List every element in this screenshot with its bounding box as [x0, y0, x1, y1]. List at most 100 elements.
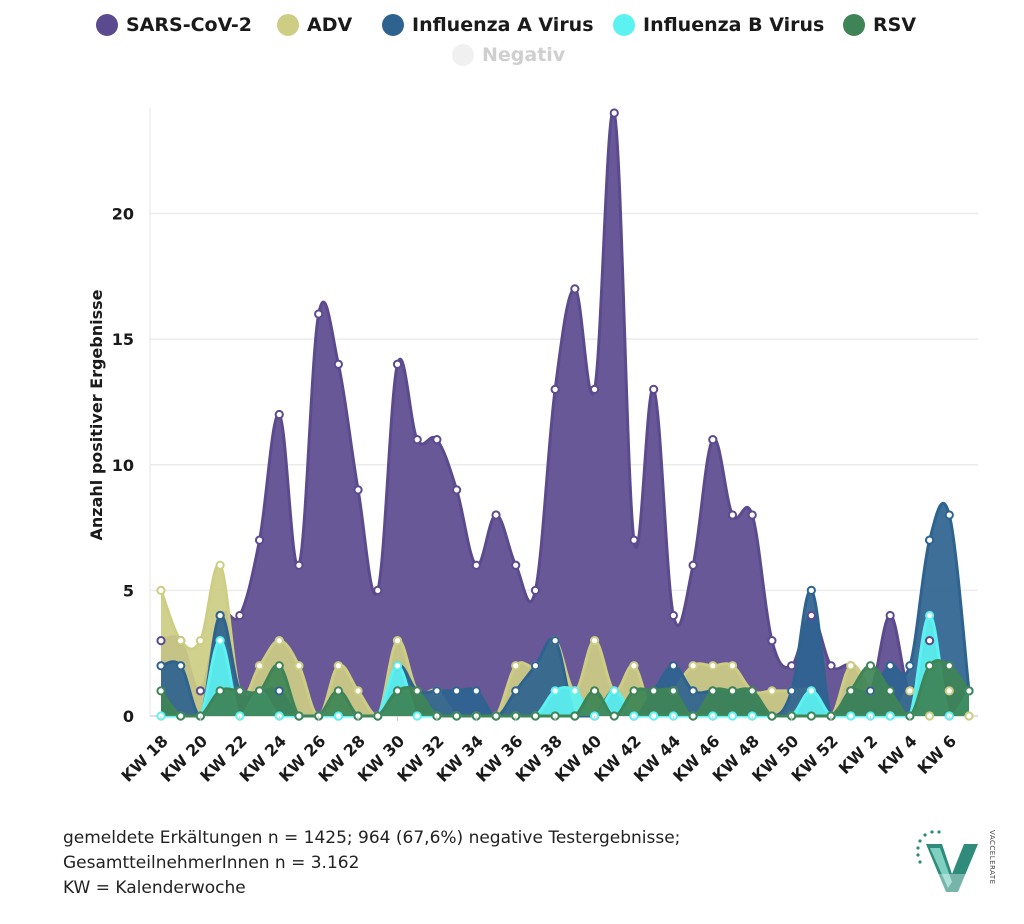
legend-item-influenza-b[interactable]: Influenza B Virus	[613, 14, 824, 36]
data-point-adv[interactable]	[589, 636, 600, 646]
data-point-influenza-a-virus[interactable]	[176, 661, 186, 671]
data-point-influenza-a-virus[interactable]	[274, 686, 284, 696]
data-point-adv[interactable]	[924, 711, 935, 721]
data-point-influenza-a-virus[interactable]	[511, 686, 521, 696]
data-point-rsv[interactable]	[176, 711, 186, 721]
data-point-sars-cov-2[interactable]	[254, 535, 265, 545]
data-point-influenza-a-virus[interactable]	[471, 686, 481, 696]
data-point-sars-cov-2[interactable]	[668, 610, 678, 621]
legend-item-negativ[interactable]: Negativ	[452, 44, 565, 66]
data-point-influenza-a-virus[interactable]	[885, 661, 895, 671]
data-point-sars-cov-2[interactable]	[314, 309, 324, 319]
data-point-influenza-a-virus[interactable]	[905, 661, 915, 671]
data-point-adv[interactable]	[944, 686, 954, 696]
data-point-adv[interactable]	[767, 686, 777, 696]
data-point-influenza-b-virus[interactable]	[806, 686, 816, 696]
data-point-adv[interactable]	[688, 661, 698, 671]
data-point-influenza-a-virus[interactable]	[215, 610, 225, 621]
data-point-sars-cov-2[interactable]	[432, 435, 442, 445]
data-point-sars-cov-2[interactable]	[708, 435, 718, 445]
data-point-rsv[interactable]	[392, 686, 403, 696]
data-point-influenza-a-virus[interactable]	[452, 686, 462, 696]
data-point-rsv[interactable]	[412, 686, 422, 696]
data-point-rsv[interactable]	[491, 711, 501, 721]
data-point-rsv[interactable]	[727, 686, 738, 696]
data-point-rsv[interactable]	[865, 661, 876, 671]
data-point-adv[interactable]	[708, 661, 718, 671]
data-point-influenza-a-virus[interactable]	[688, 686, 698, 696]
data-point-adv[interactable]	[846, 661, 856, 671]
data-point-rsv[interactable]	[570, 711, 580, 721]
data-point-rsv[interactable]	[609, 711, 619, 721]
data-point-sars-cov-2[interactable]	[727, 510, 738, 520]
data-point-influenza-b-virus[interactable]	[412, 711, 422, 721]
data-point-sars-cov-2[interactable]	[767, 636, 777, 646]
data-point-sars-cov-2[interactable]	[806, 610, 816, 621]
data-point-rsv[interactable]	[530, 711, 541, 721]
data-point-adv[interactable]	[156, 585, 166, 595]
data-point-rsv[interactable]	[846, 686, 856, 696]
data-point-sars-cov-2[interactable]	[885, 610, 895, 621]
data-point-adv[interactable]	[294, 661, 304, 671]
data-point-adv[interactable]	[333, 661, 343, 671]
data-point-rsv[interactable]	[668, 686, 678, 696]
data-point-sars-cov-2[interactable]	[412, 435, 422, 445]
data-point-sars-cov-2[interactable]	[511, 560, 521, 570]
data-point-sars-cov-2[interactable]	[235, 610, 245, 621]
data-point-sars-cov-2[interactable]	[688, 560, 698, 570]
data-point-influenza-a-virus[interactable]	[530, 661, 541, 671]
data-point-influenza-a-virus[interactable]	[432, 686, 442, 696]
data-point-influenza-b-virus[interactable]	[924, 610, 935, 621]
data-point-influenza-a-virus[interactable]	[156, 661, 166, 671]
data-point-adv[interactable]	[511, 661, 521, 671]
data-point-sars-cov-2[interactable]	[747, 510, 757, 520]
data-point-sars-cov-2[interactable]	[333, 359, 343, 369]
data-point-influenza-b-virus[interactable]	[550, 686, 560, 696]
data-point-influenza-b-virus[interactable]	[846, 711, 856, 721]
data-point-sars-cov-2[interactable]	[787, 661, 797, 671]
data-point-adv[interactable]	[274, 636, 284, 646]
data-point-rsv[interactable]	[373, 711, 383, 721]
data-point-influenza-a-virus[interactable]	[944, 510, 954, 520]
data-point-adv[interactable]	[353, 686, 363, 696]
data-point-sars-cov-2[interactable]	[629, 535, 639, 545]
data-point-influenza-a-virus[interactable]	[550, 636, 560, 646]
data-point-rsv[interactable]	[215, 686, 225, 696]
data-point-sars-cov-2[interactable]	[392, 359, 403, 369]
data-point-sars-cov-2[interactable]	[274, 409, 284, 420]
data-point-adv[interactable]	[176, 636, 186, 646]
legend-item-adv[interactable]: ADV	[277, 14, 352, 36]
data-point-rsv[interactable]	[747, 686, 757, 696]
data-point-rsv[interactable]	[294, 711, 304, 721]
data-point-sars-cov-2[interactable]	[649, 384, 659, 394]
data-point-rsv[interactable]	[649, 686, 659, 696]
data-point-sars-cov-2[interactable]	[570, 284, 580, 294]
data-point-rsv[interactable]	[629, 686, 639, 696]
data-point-influenza-b-virus[interactable]	[333, 711, 343, 721]
data-point-sars-cov-2[interactable]	[609, 108, 619, 118]
data-point-adv[interactable]	[964, 711, 974, 721]
data-point-rsv[interactable]	[767, 711, 777, 721]
data-point-sars-cov-2[interactable]	[589, 384, 600, 394]
data-point-sars-cov-2[interactable]	[550, 384, 560, 394]
data-point-adv[interactable]	[215, 560, 225, 570]
data-point-adv[interactable]	[727, 661, 738, 671]
data-point-rsv[interactable]	[274, 661, 284, 671]
legend-item-influenza-a[interactable]: Influenza A Virus	[382, 14, 594, 36]
data-point-rsv[interactable]	[885, 686, 895, 696]
data-point-sars-cov-2[interactable]	[156, 636, 166, 646]
data-point-influenza-a-virus[interactable]	[787, 686, 797, 696]
data-point-rsv[interactable]	[589, 686, 600, 696]
data-point-influenza-b-virus[interactable]	[727, 711, 738, 721]
data-point-sars-cov-2[interactable]	[373, 585, 383, 595]
data-point-sars-cov-2[interactable]	[471, 560, 481, 570]
data-point-rsv[interactable]	[806, 711, 816, 721]
data-point-sars-cov-2[interactable]	[353, 485, 363, 495]
data-point-adv[interactable]	[392, 636, 403, 646]
data-point-influenza-b-virus[interactable]	[885, 711, 895, 721]
data-point-influenza-a-virus[interactable]	[806, 585, 816, 595]
data-point-rsv[interactable]	[333, 686, 343, 696]
data-point-rsv[interactable]	[254, 686, 265, 696]
data-point-sars-cov-2[interactable]	[195, 686, 206, 696]
legend-item-rsv[interactable]: RSV	[843, 14, 916, 36]
